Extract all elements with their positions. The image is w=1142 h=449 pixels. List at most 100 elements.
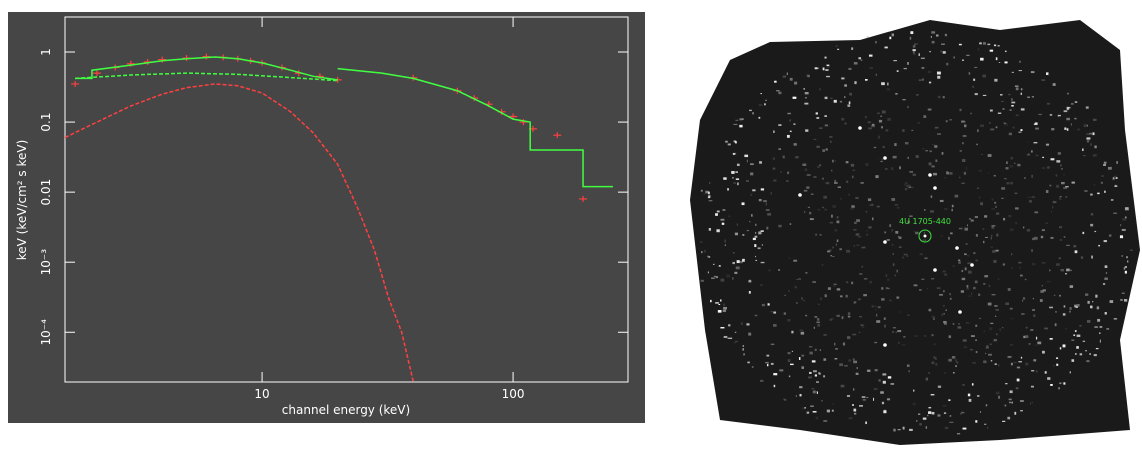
sky-speck [892,331,894,333]
sky-speck [834,181,838,185]
sky-speck [992,250,996,253]
sky-speck [707,271,710,274]
sky-speck [966,254,970,257]
sky-speck [964,253,967,256]
sky-speck [804,168,808,171]
sky-speck [1104,277,1108,280]
sky-speck [877,157,879,160]
sky-speck [897,429,901,431]
sky-speck [1097,192,1100,195]
sky-speck [855,372,859,375]
sky-speck [873,397,875,401]
sky-speck [853,388,855,391]
sky-speck [975,259,978,262]
sky-speck [1120,224,1122,227]
sky-speck [983,240,985,244]
sky-speck [734,232,738,236]
sky-speck [903,67,907,70]
sky-speck [884,231,887,234]
sky-speck [997,112,1002,114]
sky-speck [1087,300,1090,304]
source-label: 4U 1705-440 [899,217,951,226]
sky-speck [720,327,725,329]
sky-speck [747,361,750,364]
sky-speck [765,99,767,101]
sky-speck [902,426,905,430]
sky-speck [997,45,1000,47]
sky-speck [1031,262,1036,266]
sky-speck [1009,228,1014,232]
sky-speck [1092,132,1095,136]
sky-speck [880,115,882,118]
sky-speck [1031,401,1033,404]
sky-speck [943,305,945,307]
sky-speck [806,186,810,189]
sky-speck [1061,181,1065,185]
sky-speck [755,232,757,234]
sky-speck [943,290,945,293]
sky-speck [937,133,941,135]
sky-speck [924,335,927,337]
sky-speck [824,96,828,100]
sky-speck [826,409,830,413]
sky-speck [1059,294,1061,297]
sky-speck [1103,161,1107,164]
sky-speck [954,194,959,198]
sky-speck [765,361,769,364]
sky-speck [1090,223,1094,227]
sky-speck [1059,196,1062,198]
sky-speck [822,67,825,71]
sky-speck [1085,293,1089,296]
sky-speck [913,284,918,287]
sky-speck [1065,328,1067,330]
sky-speck [719,299,722,302]
sky-speck [991,208,996,210]
sky-speck [876,320,881,323]
sky-speck [759,379,764,382]
sky-speck [975,233,978,237]
sky-speck [836,220,840,224]
sky-speck [837,186,841,188]
sky-speck [859,316,862,318]
sky-speck [866,233,869,236]
sky-speck [839,100,843,103]
sky-speck [1047,74,1050,76]
data-point [93,70,102,77]
sky-speck [1060,269,1065,272]
sky-speck [891,198,896,201]
sky-speck [807,206,811,208]
sky-speck [931,315,936,318]
sky-speck [966,287,969,290]
sky-speck [895,331,897,333]
sky-speck [968,218,972,220]
sky-speck [996,233,999,237]
sky-speck [887,82,889,86]
sky-speck [766,226,769,230]
sky-speck [758,231,762,235]
sky-speck [886,398,891,401]
sky-speck [948,335,952,339]
sky-speck [930,195,933,198]
sky-speck [1010,318,1014,320]
sky-speck [1005,383,1008,385]
sky-speck [847,336,851,340]
sky-speck [856,244,860,246]
sky-speck [1031,174,1033,178]
sky-speck [779,369,784,372]
sky-speck [1074,101,1078,103]
sky-speck [979,42,982,45]
sky-speck [734,331,737,333]
sky-speck [939,199,944,203]
sky-speck [1015,114,1019,116]
sky-speck [831,214,833,218]
sky-speck [1041,285,1043,287]
sky-speck [962,384,965,386]
sky-speck [778,91,782,95]
sky-speck [931,40,935,44]
sky-speck [919,423,922,426]
sky-speck [889,224,892,228]
sky-speck [845,161,849,164]
sky-speck [1069,371,1071,374]
sky-speck [818,372,820,374]
